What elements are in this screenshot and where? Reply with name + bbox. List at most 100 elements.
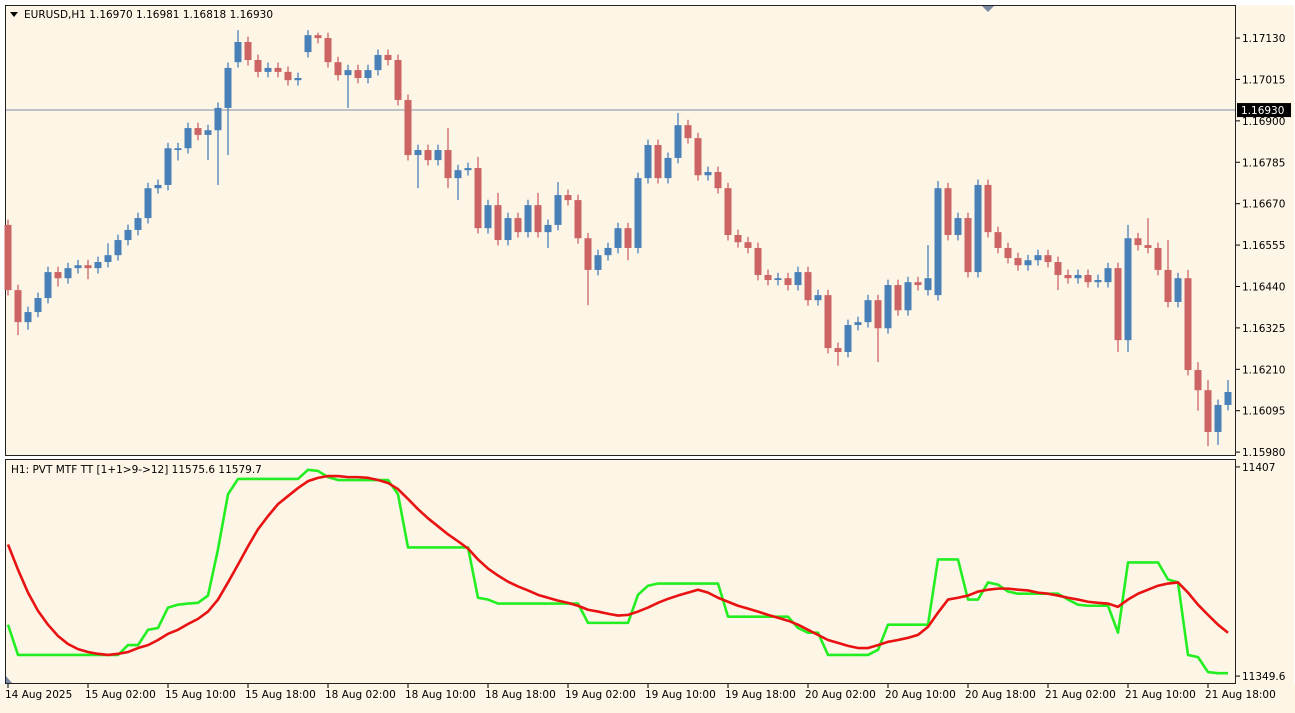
candle-body: [1214, 404, 1222, 432]
indicator-title: H1: PVT MTF TT [1+1>9->12] 11575.6 11579…: [11, 464, 262, 476]
x-tick-label: 15 Aug 18:00: [245, 689, 316, 701]
candle-body: [684, 125, 692, 139]
y-tick-label: 1.15980: [1242, 447, 1285, 459]
candle-body: [804, 272, 812, 301]
candle-body: [324, 38, 332, 63]
candle-body: [594, 255, 602, 270]
candle-body: [1034, 255, 1042, 261]
candle-body: [494, 205, 502, 241]
candle-body: [574, 200, 582, 239]
x-tick-label: 20 Aug 02:00: [805, 689, 876, 701]
candle-body: [144, 188, 152, 219]
candle-body: [634, 178, 642, 248]
candle-body: [1084, 274, 1092, 283]
candle-body: [654, 144, 662, 179]
candle-body: [424, 150, 432, 161]
candle-body: [234, 42, 242, 63]
candle-body: [914, 282, 922, 286]
candle-body: [734, 235, 742, 243]
candle-body: [1054, 262, 1062, 275]
candle-body: [814, 295, 822, 301]
candle-body: [384, 54, 392, 61]
price-label: 1.16930: [1241, 105, 1284, 117]
candle-body: [1044, 255, 1052, 263]
candle-body: [1114, 268, 1122, 341]
candle-body: [1164, 269, 1172, 302]
candle-body: [104, 255, 112, 263]
candle-body: [274, 67, 282, 72]
candle-body: [724, 188, 732, 236]
x-tick-label: 19 Aug 18:00: [725, 689, 796, 701]
y-tick-label: 11349.6: [1242, 671, 1286, 683]
x-tick-label: 15 Aug 02:00: [85, 689, 156, 701]
candle-body: [1094, 280, 1102, 283]
candle-body: [994, 232, 1002, 248]
x-tick-label: 18 Aug 18:00: [485, 689, 556, 701]
x-tick-label: 14 Aug 2025: [5, 689, 72, 701]
candle-body: [514, 218, 522, 233]
candle-body: [464, 168, 472, 171]
chart-title: EURUSD,H1 1.16970 1.16981 1.16818 1.1693…: [24, 9, 273, 21]
y-tick-label: 11407: [1242, 462, 1275, 474]
candle-body: [674, 125, 682, 158]
candle-body: [134, 218, 142, 230]
y-tick-label: 1.16785: [1242, 157, 1285, 169]
symbol-menu-arrow[interactable]: [10, 12, 18, 17]
candle-body: [114, 240, 122, 256]
candle-body: [1204, 390, 1212, 432]
candle-body: [44, 272, 52, 299]
shift-marker: [982, 6, 994, 12]
y-tick-label: 1.17130: [1242, 33, 1285, 45]
candle-body: [444, 150, 452, 179]
candle-body: [14, 290, 22, 323]
candle-body: [204, 130, 212, 135]
candle-body: [154, 184, 162, 189]
candle-body: [314, 35, 322, 39]
candle-body: [714, 171, 722, 189]
x-tick-label: 15 Aug 10:00: [165, 689, 236, 701]
time-scale: [0, 684, 1295, 713]
candle-body: [484, 205, 492, 229]
candle-body: [264, 67, 272, 72]
x-tick-label: 20 Aug 18:00: [965, 689, 1036, 701]
candle-body: [1064, 274, 1072, 279]
candle-body: [834, 348, 842, 353]
candle-body: [454, 170, 462, 179]
candle-body: [304, 35, 312, 53]
indicator-line: [6, 468, 1228, 675]
candle-body: [1224, 391, 1232, 405]
y-tick-label: 1.16440: [1242, 281, 1285, 293]
candle-body: [884, 285, 892, 329]
x-tick-label: 19 Aug 02:00: [565, 689, 636, 701]
price-layer: 1.17130 1.17015 1.16900 1.16785 1.16670 1.165…: [4, 30, 1291, 459]
candle-body: [1184, 278, 1192, 371]
candle-body: [1134, 238, 1142, 246]
candle-body: [664, 157, 672, 179]
candle-body: [434, 150, 442, 161]
y-tick-label: 1.16670: [1242, 199, 1285, 211]
x-tick-label: 21 Aug 18:00: [1205, 689, 1276, 701]
candle-body: [24, 312, 32, 323]
candle-body: [1174, 278, 1182, 302]
candle-body: [944, 188, 952, 236]
candle-body: [904, 282, 912, 311]
candle-body: [294, 78, 302, 81]
candle-body: [4, 224, 12, 291]
candle-body: [544, 224, 552, 233]
candle-body: [934, 188, 942, 296]
candle-body: [354, 70, 362, 79]
candle-body: [704, 171, 712, 176]
candle-body: [584, 238, 592, 270]
candle-body: [1144, 245, 1152, 248]
candle-body: [1074, 274, 1082, 279]
candle-body: [564, 195, 572, 201]
candle-body: [184, 128, 192, 149]
candle-body: [174, 148, 182, 151]
candle-body: [1194, 370, 1202, 391]
candle-body: [614, 228, 622, 248]
candle-body: [414, 150, 422, 156]
candle-body: [334, 62, 342, 76]
candle-body: [124, 229, 132, 241]
candle-body: [854, 322, 862, 326]
